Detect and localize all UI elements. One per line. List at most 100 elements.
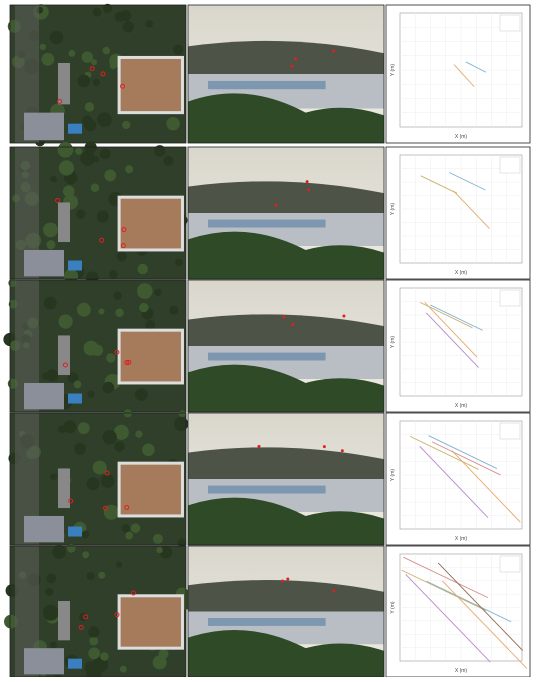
tree — [58, 160, 75, 176]
trajectory — [409, 435, 479, 470]
detection — [124, 360, 130, 366]
cell-border — [9, 146, 187, 280]
trajectory — [465, 61, 487, 73]
detection — [281, 579, 285, 583]
tree — [84, 141, 97, 154]
tree — [156, 546, 163, 554]
tree — [84, 102, 95, 112]
legend — [499, 422, 521, 440]
tree — [82, 551, 90, 559]
tree — [145, 320, 156, 330]
tree — [50, 175, 57, 183]
tree — [154, 288, 162, 297]
pool — [68, 123, 82, 134]
trajectory — [425, 312, 479, 368]
y-axis-label: Y (m) — [390, 601, 396, 613]
tree — [125, 165, 134, 174]
tree — [76, 302, 91, 317]
building-band — [208, 80, 326, 90]
building-roof — [117, 195, 184, 252]
tree — [136, 283, 153, 299]
aerial-image — [10, 141, 188, 285]
tree — [97, 112, 112, 127]
tree — [116, 251, 127, 262]
detection — [103, 505, 109, 511]
tree — [99, 148, 111, 160]
trajectory-plot: X (m) Y (m) — [386, 280, 530, 412]
tree — [115, 308, 124, 317]
tree — [130, 523, 141, 533]
trajectory — [420, 175, 458, 194]
trajectory — [419, 301, 473, 329]
tree — [57, 425, 66, 433]
pool — [68, 526, 82, 537]
detection — [104, 470, 110, 476]
aerial-image — [7, 3, 186, 147]
building-roof — [117, 594, 184, 650]
tree — [102, 429, 117, 445]
trajectory — [449, 172, 486, 191]
tree — [152, 533, 163, 544]
building — [24, 249, 64, 277]
detection — [332, 49, 336, 53]
tree — [68, 49, 76, 57]
tree — [174, 416, 189, 432]
trajectory — [424, 302, 478, 358]
tree — [102, 381, 115, 394]
cell-border — [385, 4, 531, 144]
tree — [154, 145, 166, 157]
cell-border — [9, 412, 187, 546]
building-roof — [117, 461, 184, 518]
tree — [88, 626, 100, 638]
trajectory — [403, 556, 489, 599]
legend — [499, 555, 521, 573]
pool — [68, 260, 82, 271]
trajectory — [426, 580, 512, 623]
aerial-image — [4, 544, 193, 682]
y-axis-label: Y (m) — [390, 469, 396, 481]
building-band — [208, 219, 326, 228]
mountain — [188, 314, 384, 353]
detection — [114, 612, 120, 618]
tree — [42, 604, 59, 621]
y-axis-label: Y (m) — [390, 336, 396, 348]
tree — [86, 571, 95, 581]
legend — [499, 14, 521, 32]
tree — [88, 647, 100, 660]
tree — [41, 52, 55, 66]
tree — [113, 424, 129, 440]
tree — [163, 155, 174, 166]
trajectory-plot: X (m) Y (m) — [386, 147, 530, 279]
camera-image — [188, 5, 384, 143]
tree — [145, 20, 153, 28]
tree — [91, 59, 98, 66]
building-roof — [117, 55, 184, 115]
trajectory — [453, 190, 490, 229]
tree — [109, 62, 117, 70]
tree — [45, 587, 54, 596]
tree — [49, 641, 57, 649]
building-block — [58, 601, 70, 641]
tree — [115, 561, 123, 568]
camera-image — [188, 413, 384, 545]
detection — [274, 203, 278, 207]
camera-image — [188, 546, 384, 677]
tree — [63, 420, 77, 434]
tree — [137, 263, 148, 275]
tree — [102, 3, 113, 13]
tree — [169, 305, 179, 315]
y-axis-label: Y (m) — [390, 64, 396, 76]
mountain — [188, 181, 384, 220]
tree — [62, 185, 75, 198]
cell-border — [385, 279, 531, 413]
detection — [114, 349, 120, 355]
tree — [58, 314, 73, 329]
tree — [106, 353, 116, 363]
pool — [68, 393, 82, 404]
tree — [98, 308, 105, 315]
trajectory — [401, 569, 487, 611]
building-band — [208, 352, 326, 361]
detection — [100, 71, 106, 77]
tree — [43, 222, 58, 238]
